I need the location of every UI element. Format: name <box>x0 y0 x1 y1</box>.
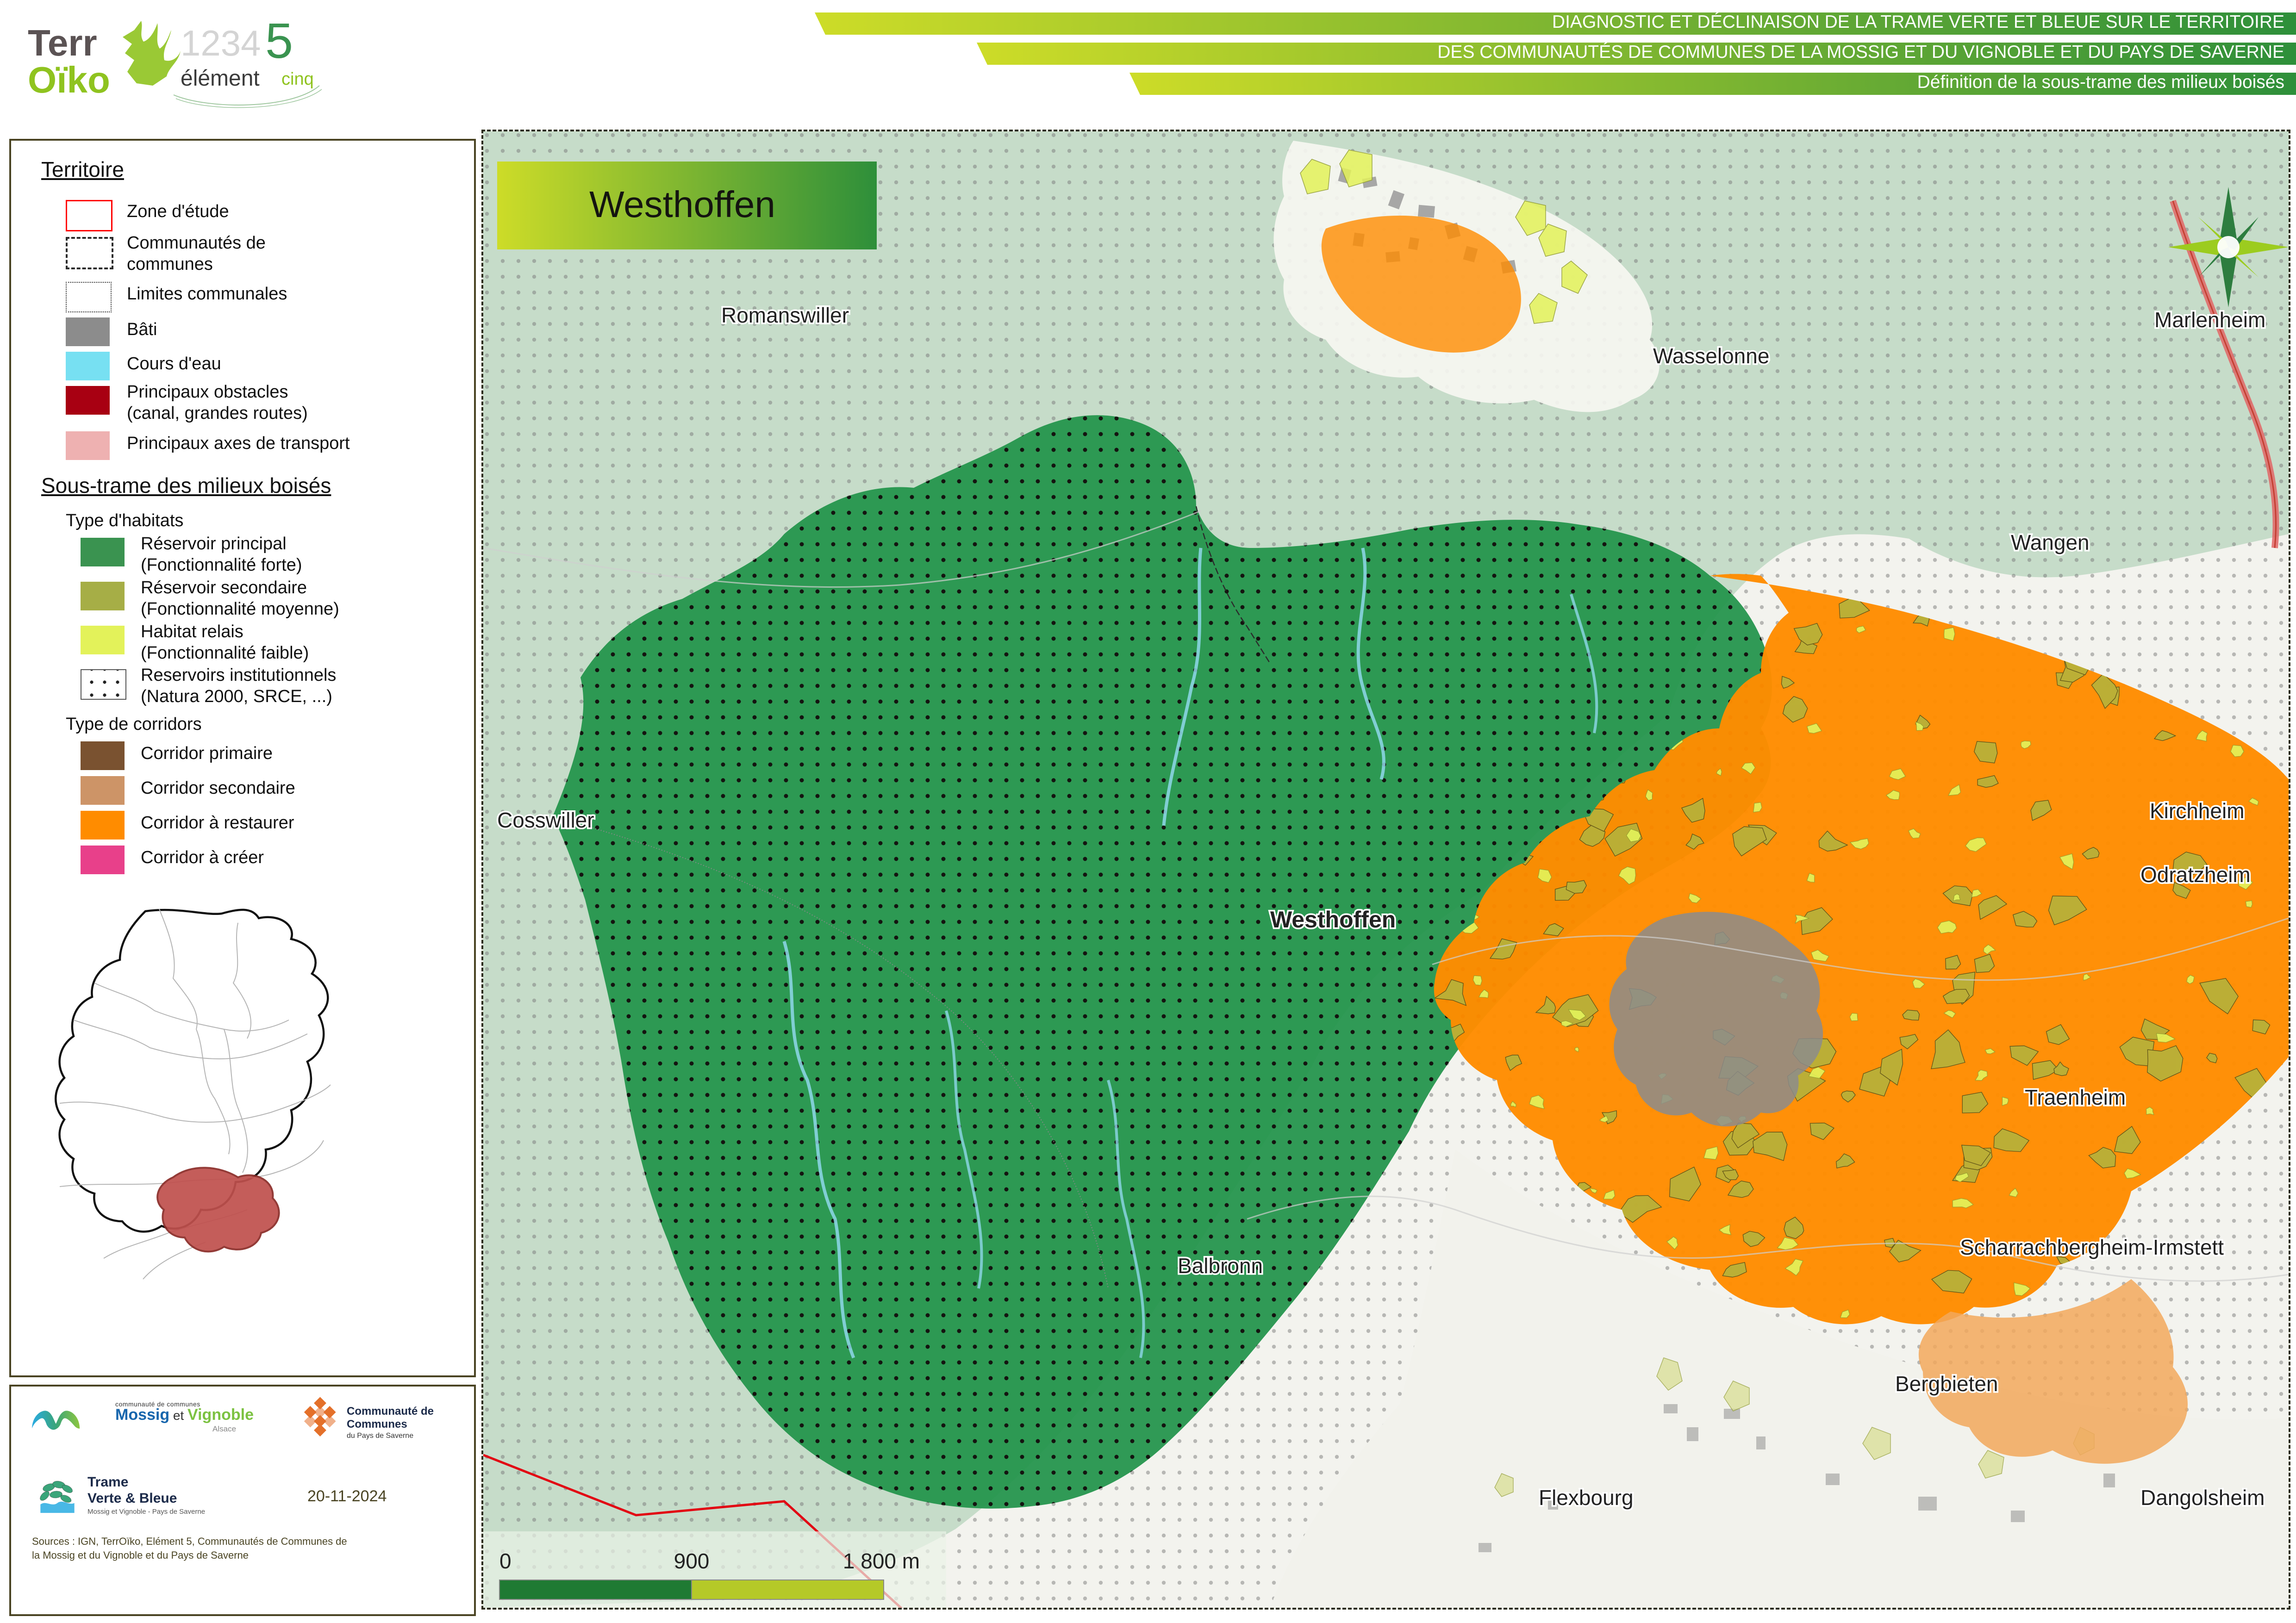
svg-text:Flexbourg: Flexbourg <box>1539 1486 1634 1510</box>
svg-text:Dangolsheim: Dangolsheim <box>2140 1486 2265 1510</box>
svg-text:Traenheim: Traenheim <box>2025 1085 2126 1109</box>
svg-text:1 800 m: 1 800 m <box>843 1549 920 1573</box>
svg-text:Marlenheim: Marlenheim <box>2154 308 2265 332</box>
svg-text:0: 0 <box>499 1549 512 1573</box>
svg-text:Romanswiller: Romanswiller <box>721 303 849 327</box>
svg-text:Kirchheim: Kirchheim <box>2150 799 2245 823</box>
svg-text:Wasselonne: Wasselonne <box>1653 344 1769 368</box>
svg-text:DES COMMUNAUTÉS DE COMMUNES DE: DES COMMUNAUTÉS DE COMMUNES DE LA MOSSIG… <box>1437 42 2284 62</box>
svg-text:Westhoffen: Westhoffen <box>1270 907 1396 933</box>
svg-text:Cosswiller: Cosswiller <box>497 808 594 832</box>
svg-text:Odratzheim: Odratzheim <box>2140 863 2251 887</box>
svg-text:900: 900 <box>674 1549 710 1573</box>
svg-text:Bergbieten: Bergbieten <box>1895 1372 1998 1396</box>
svg-text:Westhoffen: Westhoffen <box>589 184 775 225</box>
svg-text:Wangen: Wangen <box>2011 530 2090 554</box>
svg-text:DIAGNOSTIC ET DÉCLINAISON DE L: DIAGNOSTIC ET DÉCLINAISON DE LA TRAME VE… <box>1552 12 2284 32</box>
svg-text:Scharrachbergheim-Irmstett: Scharrachbergheim-Irmstett <box>1960 1235 2224 1259</box>
svg-text:Balbronn: Balbronn <box>1178 1254 1263 1278</box>
svg-text:Définition de la sous-trame de: Définition de la sous-trame des milieux … <box>1917 72 2284 92</box>
